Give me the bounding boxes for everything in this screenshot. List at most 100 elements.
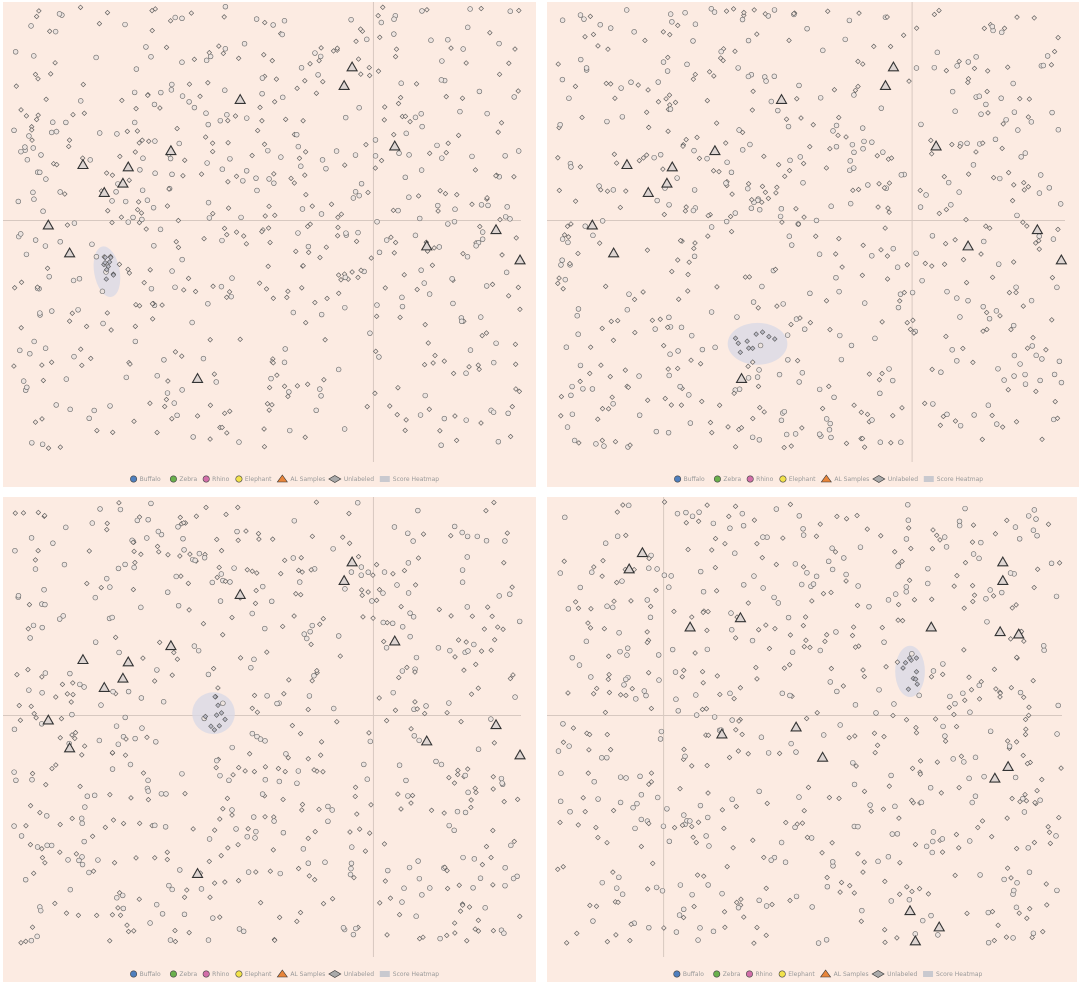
unlabeled-point — [753, 664, 759, 671]
legend-swatch — [746, 475, 754, 483]
unlabeled-point — [827, 145, 833, 152]
legend-swatch — [871, 970, 885, 978]
unlabeled-point — [1024, 760, 1031, 767]
unlabeled-point — [1037, 377, 1043, 384]
unlabeled-point — [493, 340, 499, 346]
unlabeled-point — [130, 214, 136, 221]
unlabeled-point — [173, 239, 179, 245]
unlabeled-point — [560, 721, 566, 727]
unlabeled-point — [560, 864, 566, 870]
unlabeled-point — [599, 405, 606, 412]
unlabeled-point — [849, 632, 856, 639]
legend-item-buffalo: Buffalo — [130, 475, 161, 483]
al-sample-point — [607, 246, 620, 258]
unlabeled-point — [429, 262, 436, 268]
unlabeled-point — [312, 828, 318, 835]
unlabeled-point — [206, 858, 212, 865]
unlabeled-point — [98, 584, 104, 591]
unlabeled-point — [150, 204, 157, 211]
unlabeled-point — [585, 770, 591, 776]
unlabeled-point — [655, 652, 662, 658]
unlabeled-point — [281, 359, 288, 366]
unlabeled-point — [115, 741, 122, 747]
unlabeled-point — [657, 736, 664, 742]
unlabeled-point — [355, 56, 362, 62]
unlabeled-point — [93, 54, 99, 61]
unlabeled-point — [444, 867, 450, 874]
highlighted-point — [913, 655, 920, 661]
unlabeled-point — [726, 513, 732, 520]
unlabeled-point — [780, 301, 786, 307]
unlabeled-point — [167, 937, 174, 943]
unlabeled-point — [110, 688, 116, 695]
unlabeled-point — [424, 7, 430, 13]
unlabeled-point — [92, 639, 99, 645]
unlabeled-point — [633, 696, 639, 702]
unlabeled-point — [245, 826, 251, 832]
unlabeled-point — [219, 237, 225, 244]
unlabeled-point — [609, 394, 615, 400]
unlabeled-point — [512, 46, 518, 52]
unlabeled-point — [507, 591, 513, 597]
unlabeled-point — [1023, 726, 1029, 732]
unlabeled-point — [985, 110, 991, 116]
unlabeled-point — [604, 754, 610, 761]
unlabeled-point — [238, 214, 244, 221]
unlabeled-point — [56, 616, 63, 622]
unlabeled-point — [69, 815, 75, 822]
unlabeled-point — [557, 121, 563, 128]
unlabeled-point — [438, 77, 445, 83]
unlabeled-point — [782, 173, 788, 180]
unlabeled-point — [992, 531, 999, 537]
unlabeled-point — [358, 267, 364, 273]
unlabeled-point — [32, 71, 39, 78]
unlabeled-point — [434, 142, 440, 149]
unlabeled-point — [175, 602, 182, 609]
unlabeled-point — [646, 555, 652, 562]
unlabeled-point — [754, 540, 760, 547]
unlabeled-point — [919, 277, 925, 284]
unlabeled-point — [342, 304, 348, 311]
unlabeled-point — [817, 521, 823, 527]
unlabeled-point — [667, 11, 674, 17]
unlabeled-point — [30, 622, 37, 629]
unlabeled-point — [872, 749, 878, 756]
unlabeled-point — [881, 185, 888, 191]
unlabeled-point — [779, 690, 786, 697]
unlabeled-point — [244, 115, 250, 121]
unlabeled-point — [223, 511, 229, 518]
unlabeled-point — [903, 717, 910, 723]
unlabeled-point — [983, 101, 989, 108]
unlabeled-point — [387, 895, 394, 901]
unlabeled-point — [855, 643, 862, 649]
unlabeled-point — [285, 393, 291, 400]
unlabeled-point — [245, 869, 252, 875]
unlabeled-point — [423, 703, 429, 709]
unlabeled-point — [76, 276, 83, 282]
unlabeled-point — [251, 814, 257, 820]
legend-swatch — [923, 971, 934, 977]
unlabeled-point — [943, 544, 950, 550]
unlabeled-point — [96, 130, 103, 136]
unlabeled-point — [446, 822, 452, 829]
unlabeled-point — [81, 743, 88, 749]
unlabeled-point — [275, 765, 282, 772]
unlabeled-point — [674, 365, 681, 372]
unlabeled-point — [876, 181, 882, 187]
unlabeled-point — [504, 204, 510, 210]
unlabeled-point — [1013, 654, 1020, 661]
unlabeled-point — [587, 370, 593, 377]
unlabeled-point — [66, 137, 73, 143]
unlabeled-point — [72, 735, 78, 742]
unlabeled-point — [517, 306, 523, 313]
unlabeled-point — [464, 533, 471, 540]
unlabeled-point — [153, 739, 159, 745]
unlabeled-point — [1025, 114, 1032, 120]
unlabeled-point — [63, 119, 69, 126]
unlabeled-point — [207, 53, 214, 60]
unlabeled-point — [1052, 398, 1058, 405]
unlabeled-point — [510, 875, 517, 882]
unlabeled-point — [894, 935, 900, 941]
unlabeled-point — [623, 692, 629, 699]
unlabeled-point — [798, 115, 804, 121]
